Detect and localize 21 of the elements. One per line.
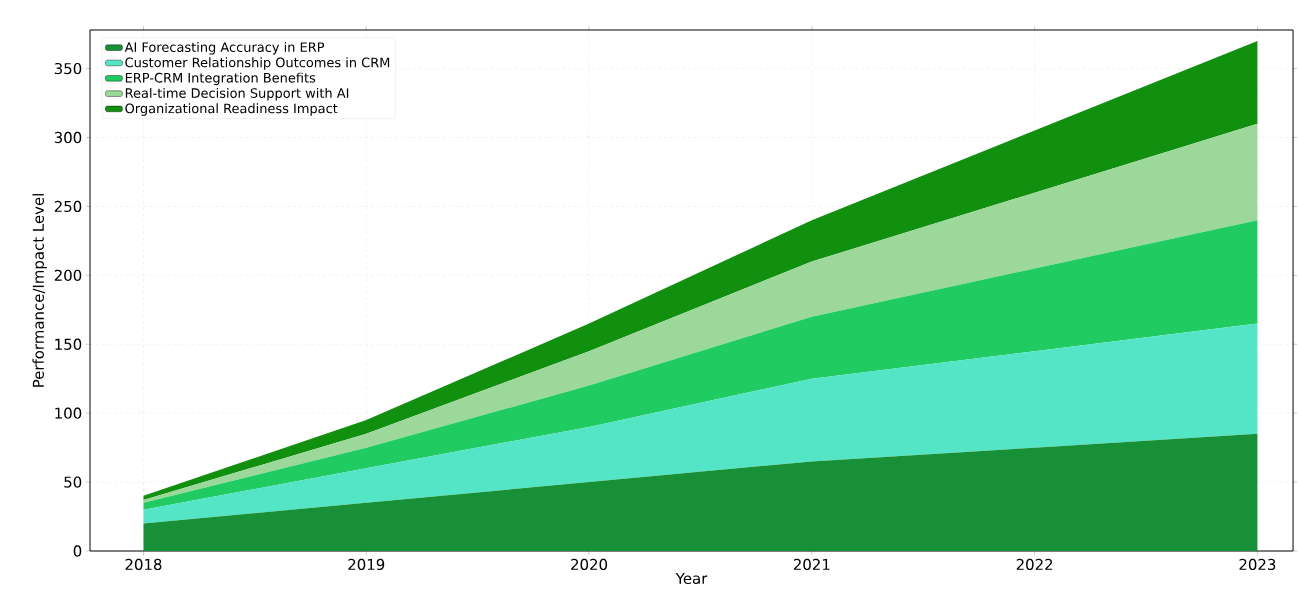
x-tick-label: 2022 xyxy=(1016,558,1053,571)
y-tick-label: 150 xyxy=(55,338,82,350)
y-axis-title: Performance/Impact Level xyxy=(32,194,47,387)
y-tick-label: 350 xyxy=(54,62,82,75)
legend-label: AI Forecasting Accuracy in ERP xyxy=(124,41,325,55)
x-tick-label: 2023 xyxy=(1239,558,1276,571)
x-tick-label: 2019 xyxy=(348,558,385,571)
x-tick-label: 2021 xyxy=(793,558,830,571)
x-axis-title: Year xyxy=(675,572,708,585)
legend-label: Real-time Decision Support with AI xyxy=(125,87,349,101)
y-tick-label: 0 xyxy=(73,545,82,557)
legend-label: Customer Relationship Outcomes in CRM xyxy=(125,57,390,70)
legend-label: Organizational Readiness Impact xyxy=(125,103,338,116)
y-tick-label: 100 xyxy=(55,407,82,419)
y-tick-label: 250 xyxy=(54,200,82,213)
x-tick-label: 2020 xyxy=(571,558,608,571)
x-tick-label: 2018 xyxy=(125,558,162,571)
y-tick-label: 300 xyxy=(54,131,82,144)
y-tick-label: 200 xyxy=(54,269,82,281)
legend-label: ERP-CRM Integration Benefits xyxy=(125,72,316,86)
y-tick-label: 50 xyxy=(64,476,82,488)
